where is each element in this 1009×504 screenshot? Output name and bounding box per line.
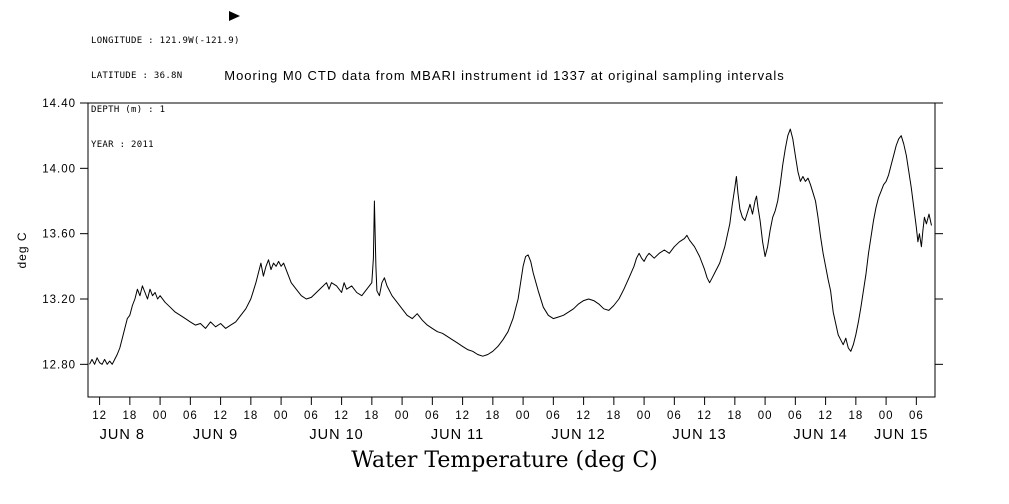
x-axis-title: Water Temperature (deg C) (351, 448, 658, 473)
x-tick-label: 18 (364, 410, 379, 422)
temperature-series-line (89, 128, 932, 365)
x-tick-label: 06 (909, 410, 924, 422)
depth-label: DEPTH (m) : 1 (91, 105, 166, 115)
y-tick-label: 14.00 (42, 163, 76, 175)
x-tick-label: 00 (758, 410, 773, 422)
x-tick-label: 12 (455, 410, 470, 422)
plot-frame (87, 102, 936, 398)
chart-title: Mooring M0 CTD data from MBARI instrumen… (224, 68, 785, 83)
metadata-block: LONGITUDE : 121.9W(-121.9) LATITUDE : 36… (91, 13, 240, 174)
x-day-label: JUN 9 (193, 427, 238, 443)
x-tick-label: 12 (334, 410, 349, 422)
x-tick-label: 18 (606, 410, 621, 422)
x-tick-label: 18 (727, 410, 742, 422)
x-day-label: JUN 10 (309, 427, 363, 443)
x-day-label: JUN 15 (874, 427, 928, 443)
x-tick-label: 06 (667, 410, 682, 422)
x-tick-label: 12 (92, 410, 107, 422)
x-tick-label: 18 (122, 410, 137, 422)
year-label: YEAR : 2011 (91, 139, 154, 150)
x-day-label: JUN 8 (100, 427, 145, 443)
x-tick-label: 00 (637, 410, 652, 422)
y-tick-label: 12.80 (42, 359, 76, 371)
x-tick-label: 18 (243, 410, 258, 422)
x-day-label: JUN 13 (672, 427, 726, 443)
x-tick-label: 00 (274, 410, 289, 422)
x-tick-label: 06 (425, 410, 440, 422)
x-tick-label: 00 (879, 410, 894, 422)
cursor-icon (229, 11, 240, 21)
x-tick-label: 00 (153, 410, 168, 422)
longitude-label: LONGITUDE : 121.9W(-121.9) (91, 36, 240, 46)
x-tick-label: 12 (818, 410, 833, 422)
x-day-label: JUN 14 (793, 427, 847, 443)
x-tick-label: 06 (546, 410, 561, 422)
latitude-label: LATITUDE : 36.8N (91, 70, 183, 81)
x-day-label: JUN 11 (431, 427, 484, 443)
x-tick-label: 12 (697, 410, 712, 422)
x-tick-label: 00 (516, 410, 531, 422)
x-tick-label: 18 (485, 410, 500, 422)
x-tick-label: 12 (213, 410, 228, 422)
y-tick-label: 13.60 (42, 229, 76, 241)
x-tick-label: 00 (395, 410, 410, 422)
x-tick-label: 12 (576, 410, 591, 422)
x-tick-label: 06 (788, 410, 803, 422)
y-tick-label: 13.20 (42, 294, 76, 306)
x-tick-label: 06 (304, 410, 319, 422)
x-day-label: JUN 12 (551, 427, 605, 443)
y-tick-label: 14.40 (42, 98, 76, 110)
x-tick-label: 18 (848, 410, 863, 422)
x-tick-label: 06 (183, 410, 198, 422)
